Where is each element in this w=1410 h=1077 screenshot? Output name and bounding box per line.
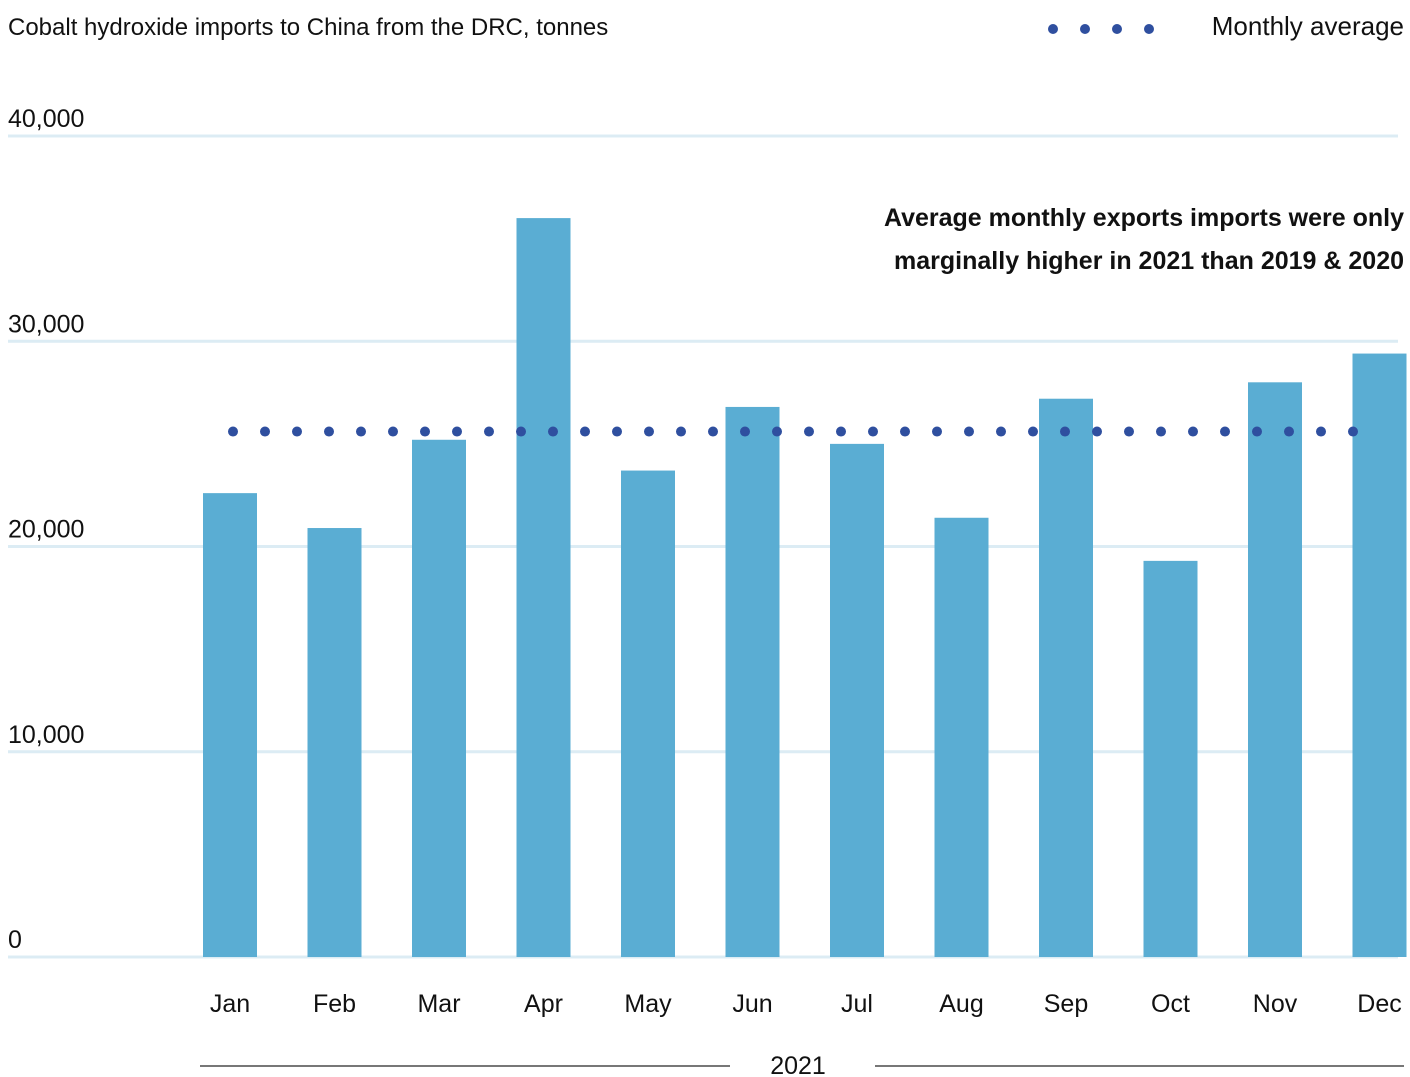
- y-tick-label: 0: [8, 926, 22, 954]
- x-tick-label: Oct: [1151, 990, 1190, 1018]
- bar: [1248, 382, 1302, 957]
- x-tick-label: Feb: [313, 990, 356, 1018]
- x-tick-label: Mar: [417, 990, 460, 1018]
- y-tick-label: 40,000: [8, 105, 84, 133]
- bar: [516, 218, 571, 958]
- bar: [725, 406, 780, 957]
- chart-title: Cobalt hydroxide imports to China from t…: [8, 14, 608, 41]
- x-tick-label: Jul: [841, 990, 873, 1018]
- x-tick-label: Dec: [1357, 990, 1401, 1018]
- annotation: marginally higher in 2021 than 2019 & 20…: [894, 247, 1404, 275]
- x-tick-label: Aug: [939, 990, 983, 1018]
- bar: [1352, 353, 1407, 957]
- x-tick-label: May: [624, 990, 672, 1018]
- legend-label: Monthly average: [1212, 11, 1404, 41]
- group-label: 2021: [770, 1052, 826, 1077]
- y-tick-label: 30,000: [8, 310, 84, 338]
- bar: [621, 470, 675, 957]
- annotation: Average monthly exports imports were onl…: [884, 204, 1404, 232]
- x-tick-label: Sep: [1044, 990, 1088, 1018]
- x-tick-label: Jan: [210, 990, 250, 1018]
- x-tick-label: Nov: [1253, 990, 1298, 1018]
- y-tick-label: 10,000: [8, 721, 84, 749]
- x-tick-label: Jun: [732, 990, 772, 1018]
- bar: [1143, 560, 1198, 957]
- y-tick-label: 20,000: [8, 516, 84, 544]
- bar: [934, 517, 989, 957]
- bar: [307, 528, 362, 957]
- bar: [830, 443, 884, 957]
- bar: [203, 493, 257, 957]
- bar: [1039, 398, 1093, 958]
- bar: [412, 439, 466, 957]
- x-tick-label: Apr: [524, 990, 563, 1018]
